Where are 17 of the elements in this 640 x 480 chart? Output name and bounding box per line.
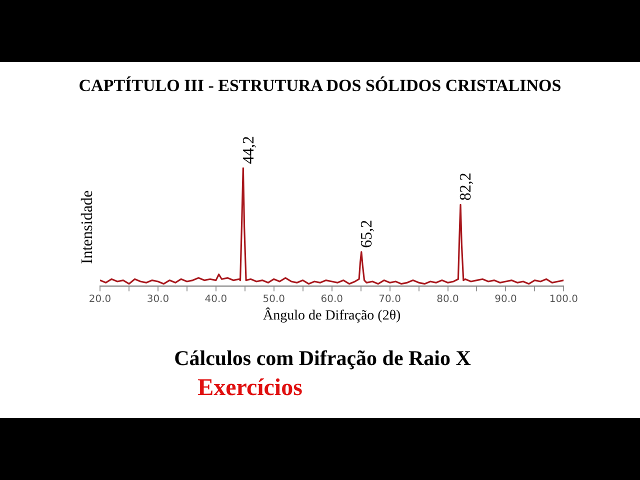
text: Exercícios bbox=[196, 375, 304, 402]
x-tick-label: 30.0 bbox=[146, 294, 170, 305]
text: Cálculos com Difração de Raio X bbox=[173, 346, 472, 371]
x-axis-title: Ângulo de Difração (2θ) bbox=[262, 306, 402, 324]
annotation: 44,2 bbox=[240, 136, 258, 164]
annotation: 82,2 bbox=[458, 172, 475, 201]
x-tick-label: 50.0 bbox=[262, 294, 286, 305]
x-tick-label: 70.0 bbox=[378, 294, 401, 305]
x-tick-label: 80.0 bbox=[436, 294, 459, 305]
x-tick-label: 90.0 bbox=[494, 294, 517, 305]
chart-title: CAPTÍTULO III - ESTRUTURA DOS SÓLIDOS CRISTALINOS bbox=[78, 76, 562, 96]
x-tick-label: 40.0 bbox=[204, 294, 228, 305]
x-tick-label: 20.0 bbox=[88, 294, 112, 305]
annotation: 65,2 bbox=[358, 220, 376, 248]
x-tick-label: 60.0 bbox=[320, 294, 343, 305]
x-tick-label: 100.0 bbox=[549, 294, 578, 305]
y-axis-title: Intensidade bbox=[79, 190, 96, 264]
